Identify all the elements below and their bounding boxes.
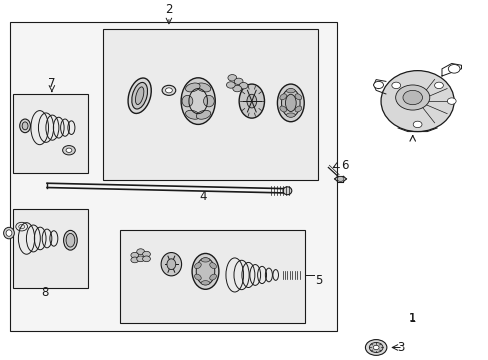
Ellipse shape [196, 258, 214, 285]
Ellipse shape [185, 110, 200, 119]
Ellipse shape [286, 113, 295, 117]
Ellipse shape [20, 119, 30, 133]
Text: 2: 2 [165, 3, 172, 16]
Circle shape [395, 85, 429, 110]
Ellipse shape [3, 227, 14, 239]
Text: 8: 8 [41, 287, 48, 300]
Ellipse shape [281, 89, 300, 117]
Ellipse shape [294, 94, 301, 100]
Text: 4: 4 [199, 190, 206, 203]
Ellipse shape [279, 106, 286, 112]
Circle shape [447, 98, 455, 104]
Ellipse shape [294, 106, 301, 112]
Circle shape [234, 78, 243, 85]
Bar [13, 94, 88, 173]
FancyArrowPatch shape [373, 85, 378, 89]
Circle shape [336, 176, 343, 181]
Circle shape [391, 82, 400, 89]
Ellipse shape [196, 83, 210, 92]
Ellipse shape [196, 110, 210, 119]
Ellipse shape [277, 84, 304, 122]
Ellipse shape [63, 230, 77, 250]
Ellipse shape [135, 87, 143, 104]
Circle shape [368, 342, 382, 352]
Ellipse shape [194, 263, 201, 269]
Ellipse shape [182, 95, 192, 107]
Bar [10, 22, 336, 330]
Ellipse shape [203, 95, 214, 107]
Circle shape [372, 345, 378, 350]
Ellipse shape [286, 89, 295, 93]
Circle shape [142, 251, 150, 257]
Text: 5: 5 [315, 274, 322, 287]
Circle shape [373, 81, 383, 89]
Ellipse shape [66, 233, 75, 247]
Circle shape [226, 82, 235, 88]
Circle shape [66, 148, 72, 152]
Ellipse shape [283, 187, 291, 195]
Ellipse shape [246, 94, 256, 108]
Circle shape [165, 88, 172, 93]
Ellipse shape [161, 253, 181, 276]
Ellipse shape [192, 253, 219, 289]
Ellipse shape [6, 230, 12, 236]
Ellipse shape [128, 78, 151, 113]
Text: 7: 7 [48, 77, 56, 90]
Circle shape [365, 339, 386, 355]
Ellipse shape [166, 259, 175, 270]
Ellipse shape [201, 258, 209, 262]
Ellipse shape [185, 83, 200, 92]
Ellipse shape [194, 274, 201, 280]
Bar [13, 209, 88, 288]
Text: 3: 3 [396, 341, 404, 354]
Circle shape [227, 75, 236, 81]
Circle shape [131, 252, 139, 258]
Ellipse shape [279, 94, 286, 100]
Ellipse shape [380, 71, 453, 132]
Circle shape [137, 249, 144, 255]
Ellipse shape [201, 281, 209, 285]
Circle shape [447, 64, 459, 73]
Ellipse shape [285, 94, 296, 112]
Ellipse shape [22, 122, 28, 130]
Ellipse shape [239, 84, 264, 118]
Circle shape [162, 85, 175, 95]
Circle shape [62, 145, 75, 155]
Circle shape [137, 256, 144, 262]
Text: 1: 1 [408, 311, 416, 325]
Ellipse shape [209, 274, 216, 280]
Circle shape [232, 85, 241, 92]
Circle shape [434, 82, 443, 89]
Circle shape [402, 90, 422, 105]
Circle shape [239, 82, 247, 89]
Ellipse shape [132, 82, 147, 109]
Circle shape [142, 256, 150, 262]
Text: 6: 6 [340, 159, 347, 172]
Ellipse shape [181, 78, 215, 125]
Bar [103, 30, 317, 180]
Bar [120, 230, 305, 323]
Text: 1: 1 [408, 313, 415, 323]
Ellipse shape [209, 263, 216, 269]
Circle shape [412, 121, 421, 128]
Circle shape [131, 257, 139, 263]
